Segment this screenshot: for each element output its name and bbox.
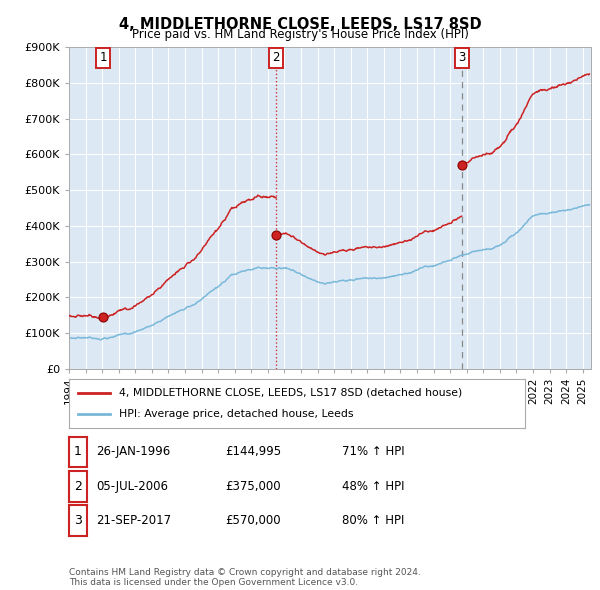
Text: 26-JAN-1996: 26-JAN-1996 [96,445,170,458]
Text: 3: 3 [458,51,466,64]
Text: £144,995: £144,995 [225,445,281,458]
Text: 2: 2 [272,51,280,64]
Text: 1: 1 [100,51,107,64]
Text: 21-SEP-2017: 21-SEP-2017 [96,514,171,527]
Text: £375,000: £375,000 [225,480,281,493]
Text: 4, MIDDLETHORNE CLOSE, LEEDS, LS17 8SD (detached house): 4, MIDDLETHORNE CLOSE, LEEDS, LS17 8SD (… [119,388,463,398]
Text: 05-JUL-2006: 05-JUL-2006 [96,480,168,493]
Text: 3: 3 [74,514,82,527]
Text: 80% ↑ HPI: 80% ↑ HPI [342,514,404,527]
Text: 4, MIDDLETHORNE CLOSE, LEEDS, LS17 8SD: 4, MIDDLETHORNE CLOSE, LEEDS, LS17 8SD [119,17,481,31]
Text: 1: 1 [74,445,82,458]
Text: HPI: Average price, detached house, Leeds: HPI: Average price, detached house, Leed… [119,409,353,419]
Text: 71% ↑ HPI: 71% ↑ HPI [342,445,404,458]
Text: 2: 2 [74,480,82,493]
Text: 48% ↑ HPI: 48% ↑ HPI [342,480,404,493]
Text: Contains HM Land Registry data © Crown copyright and database right 2024.
This d: Contains HM Land Registry data © Crown c… [69,568,421,587]
Text: £570,000: £570,000 [225,514,281,527]
Text: Price paid vs. HM Land Registry's House Price Index (HPI): Price paid vs. HM Land Registry's House … [131,28,469,41]
